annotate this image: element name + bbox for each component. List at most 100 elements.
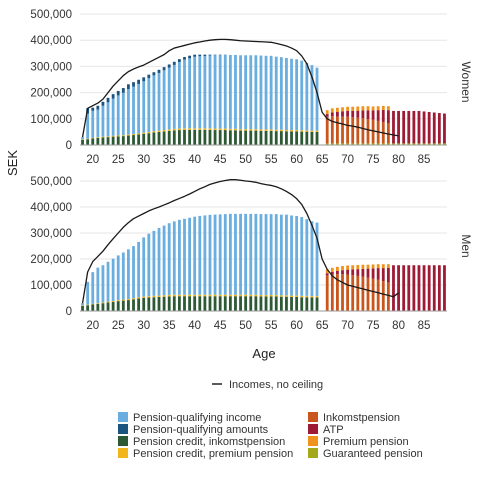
bar-segment (121, 300, 125, 311)
x-tick-label: 45 (214, 154, 227, 166)
bar-segment (81, 305, 84, 306)
bar-segment (315, 222, 319, 297)
bar-segment (341, 111, 344, 117)
bar-segment (81, 303, 84, 306)
bar-segment (132, 135, 135, 145)
bar-segment (106, 302, 110, 311)
bar-segment (96, 105, 100, 110)
bar-segment (381, 109, 385, 122)
bar-segment (157, 296, 161, 311)
bar-segment (213, 296, 217, 311)
bar-segment (361, 143, 365, 145)
bar-segment (183, 218, 186, 295)
bar-segment (279, 214, 283, 296)
legend-label: Premium pension (323, 436, 409, 448)
bar-segment (366, 277, 370, 311)
bar-segment (371, 143, 375, 145)
bar-segment (402, 110, 406, 144)
bar-segment (346, 116, 350, 144)
bar-segment (203, 296, 207, 311)
bar-segment (132, 134, 135, 136)
bar-segment (366, 106, 370, 111)
bar-segment (330, 108, 334, 113)
x-tick-label: 60 (290, 154, 303, 166)
bar-segment (96, 303, 100, 304)
bar-segment (203, 215, 207, 295)
bar-segment (86, 138, 90, 140)
bar-segment (386, 267, 390, 283)
bar-segment (208, 128, 212, 130)
bar-segment (96, 303, 100, 311)
bar-segment (91, 137, 95, 139)
bar-segment (269, 296, 273, 311)
bar-segment (198, 128, 202, 130)
bar-segment (274, 129, 278, 132)
bar-segment (264, 214, 268, 295)
bar-segment (397, 143, 400, 145)
x-tick-label: 40 (188, 320, 201, 332)
bar-segment (300, 295, 304, 298)
bar-segment (285, 131, 288, 145)
bar-segment (172, 61, 176, 65)
bar-segment (142, 77, 146, 82)
bar-segment (228, 130, 232, 145)
bar-segment (336, 116, 339, 144)
bar-segment (203, 128, 207, 130)
bar-segment (356, 269, 360, 276)
bar-segment (427, 265, 431, 311)
bar-segment (274, 56, 278, 130)
bar-segment (274, 294, 278, 297)
bar-segment (285, 295, 288, 297)
bar-segment (228, 128, 232, 131)
bar-segment (127, 134, 130, 136)
bar-segment (244, 129, 248, 131)
bar-segment (208, 294, 212, 297)
bar-segment (361, 276, 365, 311)
bar-segment (193, 216, 197, 295)
bar-segment (234, 128, 237, 131)
bar-segment (254, 130, 258, 145)
grid-layer (80, 13, 447, 286)
y-tick-label: 500,000 (30, 9, 72, 21)
bar-segment (183, 129, 186, 145)
bar-segment (341, 107, 344, 112)
legend-swatch (308, 424, 318, 434)
x-tick-label: 20 (86, 154, 99, 166)
x-tick-label: 35 (163, 154, 176, 166)
bar-segment (315, 297, 319, 311)
bar-segment (417, 143, 421, 145)
bar-segment (305, 297, 309, 311)
bar-segment (81, 137, 84, 140)
bar-segment (392, 143, 395, 145)
bar-segment (443, 265, 446, 311)
bar-segment (234, 54, 237, 129)
bar-segment (310, 296, 314, 298)
y-tick-label: 0 (66, 306, 72, 318)
bar-segment (264, 129, 268, 131)
bar-segment (366, 143, 370, 145)
bar-segment (310, 130, 314, 132)
bar-segment (269, 130, 273, 145)
bar-segment (167, 67, 171, 130)
bar-segment (137, 83, 141, 134)
bar-segment (346, 274, 350, 311)
bar-segment (361, 268, 365, 277)
bar-segment (244, 130, 248, 145)
bar-segment (193, 129, 197, 145)
y-tick-label: 100,000 (30, 280, 72, 292)
bar-segment (397, 110, 400, 144)
bar-segment (356, 143, 360, 145)
bar-segment (386, 282, 390, 311)
bar-segment (351, 269, 355, 276)
bar-segment (336, 266, 339, 271)
bar-segment (254, 129, 258, 131)
y-axis-title: SEK (5, 150, 20, 176)
bar-segment (203, 54, 207, 56)
bar-segment (213, 294, 217, 297)
bar-segment (96, 137, 100, 138)
bar-segment (259, 294, 263, 297)
bar-segment (223, 130, 227, 145)
bar-segment (111, 301, 115, 311)
bar-segment (86, 304, 90, 306)
bar-segment (412, 143, 416, 145)
